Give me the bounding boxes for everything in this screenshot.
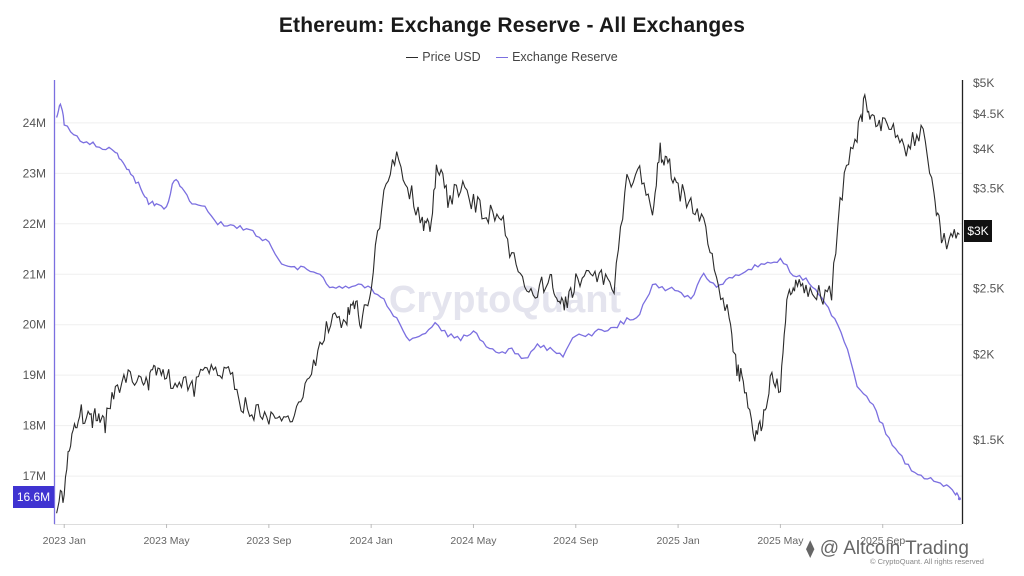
series-line-exchange-reserve — [55, 102, 961, 500]
right-axis-ticks: $1.5K $2K $2.5K $3.5K $4K $4.5K $5K — [973, 76, 1004, 447]
x-tick-label: 2023 Sep — [246, 535, 291, 547]
credit-watermark: ⧫ @ Altcoin Trading — [806, 538, 969, 560]
right-tick-label: $2.5K — [973, 282, 1004, 296]
x-tick-label: 2024 Jan — [350, 535, 393, 547]
legend-label-reserve: Exchange Reserve — [512, 50, 618, 64]
left-tick-label: 20M — [23, 318, 46, 332]
right-tick-label: $2K — [973, 348, 994, 362]
x-tick-label: 2024 Sep — [553, 535, 598, 547]
x-tick-label: 2024 May — [450, 535, 497, 547]
legend-item-price[interactable]: Price USD — [406, 50, 481, 64]
legend-swatch-reserve — [496, 57, 509, 59]
legend: Price USD Exchange Reserve — [0, 50, 1024, 64]
left-tick-label: 24M — [23, 116, 46, 130]
gridlines — [54, 122, 962, 477]
left-tick-label: 19M — [23, 368, 46, 382]
legend-item-reserve[interactable]: Exchange Reserve — [496, 50, 618, 64]
x-tick-label: 2025 May — [757, 535, 804, 547]
x-tick-label: 2025 Jan — [656, 535, 699, 547]
right-tick-label: $3.5K — [973, 182, 1004, 196]
right-tick-label: $4.5K — [973, 107, 1004, 121]
x-tick-label: 2023 May — [143, 535, 190, 547]
copyright-text: © CryptoQuant. All rights reserved — [870, 557, 984, 566]
right-tick-label: $1.5K — [973, 433, 1004, 447]
binance-icon: ⧫ — [806, 539, 815, 558]
reserve-end-point — [957, 497, 961, 501]
current-reserve-tag: 16.6M — [13, 486, 54, 508]
current-price-tag: $3K — [964, 220, 992, 242]
watermark: CryptoQuant — [389, 279, 622, 321]
series-line-price-usd — [56, 92, 960, 514]
left-tick-label: 17M — [23, 469, 46, 483]
chart-title: Ethereum: Exchange Reserve - All Exchang… — [278, 14, 746, 37]
left-tick-label: 22M — [23, 217, 46, 231]
left-tick-label: 18M — [23, 419, 46, 433]
right-tick-label: $4K — [973, 142, 994, 156]
right-tick-label: $5K — [973, 76, 994, 90]
legend-swatch-price — [406, 57, 419, 59]
current-price-value: $3K — [967, 224, 988, 238]
left-axis-ticks: 17M 18M 19M 20M 21M 22M 23M 24M — [23, 116, 46, 483]
credit-text: @ Altcoin Trading — [819, 538, 969, 559]
x-tick-label: 2023 Jan — [43, 535, 86, 547]
x-tick-label: 2025 Sep — [860, 535, 905, 547]
left-tick-label: 21M — [23, 267, 46, 281]
x-axis-ticks: 2023 Jan 2023 May 2023 Sep 2024 Jan 2024 May… — [43, 524, 905, 547]
current-reserve-value: 16.6M — [17, 490, 50, 504]
left-tick-label: 23M — [23, 166, 46, 180]
legend-label-price: Price USD — [422, 50, 481, 64]
